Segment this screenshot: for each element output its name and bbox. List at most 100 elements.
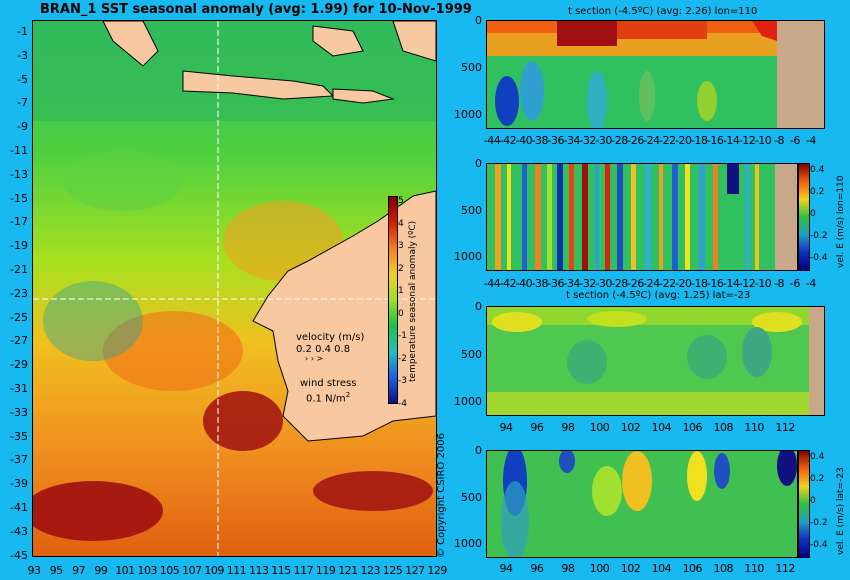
panel2-graphic <box>487 164 797 270</box>
sst-colorbar-tick: -4 <box>398 398 407 409</box>
map-lon-tick: 107 <box>182 564 202 577</box>
panel1-x-tick: -40 <box>515 134 533 147</box>
panel1-x-tick: -4 <box>805 134 816 147</box>
panel4-side-label: vel. E (m/s) lat=-23 <box>836 467 846 555</box>
panel4-colorbar-tick: -0.2 <box>810 518 828 528</box>
panel4-y-tick: 0 <box>475 444 482 457</box>
velocity-legend-label: velocity (m/s) <box>296 332 365 343</box>
panel2-colorbar-tick: -0.2 <box>810 231 828 241</box>
panel1-x-tick: -28 <box>611 134 628 147</box>
panel4-colorbar-tick: 0.4 <box>810 452 825 462</box>
map-lon-tick: 99 <box>94 564 108 577</box>
wind-legend-scale: 0.1 N/m2 <box>306 391 350 404</box>
panel1-x-tick: -24 <box>643 134 660 147</box>
map-lat-tick: -23 <box>10 286 28 300</box>
panel2-x-tick: -32 <box>579 277 596 290</box>
map-lat-tick: -3 <box>17 48 28 62</box>
panel2-x-tick: -44 <box>483 277 501 290</box>
panel3-x-tick: 102 <box>620 421 641 434</box>
panel2-colorbar-tick: -0.4 <box>810 253 828 263</box>
panel1-x-tick: -14 <box>722 134 740 147</box>
panel4-x-tick: 108 <box>713 562 733 575</box>
sst-colorbar-tick: 4 <box>398 218 404 229</box>
map-title: BRAN_1 SST seasonal anomaly (avg: 1.99) … <box>40 2 472 17</box>
panel4-x-tick: 104 <box>651 562 672 575</box>
panel2-x-tick: -10 <box>754 277 772 290</box>
panel3-x-tick: 112 <box>775 421 795 434</box>
map-lat-tick: -21 <box>10 263 28 276</box>
map-lat-tick: -17 <box>10 215 28 229</box>
wind-legend-label: wind stress <box>300 378 357 389</box>
panel4-colorbar-tick: 0 <box>810 496 816 506</box>
panel1-y-tick: 500 <box>461 61 482 75</box>
panel1-x-tick: -30 <box>595 134 612 147</box>
panel1-x-tick: -6 <box>789 134 800 147</box>
panel2-x-tick: -24 <box>643 277 660 290</box>
panel3-t-section-lat-23[interactable] <box>486 306 825 416</box>
panel1-t-section-lon110[interactable] <box>486 20 825 129</box>
map-lon-tick: 95 <box>49 564 64 577</box>
panel1-y-tick: 0 <box>475 14 482 27</box>
panel2-colorbar-tick: 0 <box>810 209 816 219</box>
velocity-legend-scale: 0.2 0.4 0.8 <box>296 344 351 355</box>
panel2-x-tick: -4 <box>805 277 816 290</box>
panel1-x-tick: -26 <box>627 134 644 147</box>
panel4-vel-section-lat-23[interactable] <box>486 450 798 558</box>
panel2-x-tick: -12 <box>738 277 756 290</box>
map-lon-tick: 125 <box>382 564 403 577</box>
map-lon-tick: 101 <box>115 564 135 577</box>
panel2-colorbar-tick: 0.4 <box>810 165 825 175</box>
panel2-x-tick: -28 <box>611 277 628 290</box>
panel2-x-tick: -6 <box>789 277 800 290</box>
panel2-x-tick: -40 <box>515 277 533 290</box>
panel4-x-tick: 112 <box>775 562 795 575</box>
panel4-y-tick: 1000 <box>454 537 482 551</box>
panel1-x-tick: -22 <box>659 134 676 147</box>
panel4-x-tick: 100 <box>589 562 610 575</box>
sst-map-graphic <box>33 21 436 556</box>
map-lat-tick: -31 <box>10 382 28 395</box>
sst-colorbar-tick: -2 <box>398 353 407 364</box>
map-lon-tick: 115 <box>271 564 291 577</box>
panel3-y-tick: 500 <box>461 347 482 361</box>
sst-colorbar <box>388 196 398 404</box>
panel2-x-tick: -20 <box>675 277 692 290</box>
panel1-x-tick: -18 <box>691 134 708 147</box>
panel2-y-tick: 0 <box>475 157 482 170</box>
map-lat-tick: -41 <box>10 501 28 514</box>
map-lat-tick: -27 <box>10 334 28 348</box>
panel3-title: t section (-4.5ºC) (avg: 1.25) lat=-23 <box>566 290 751 301</box>
map-lon-tick: 113 <box>249 564 269 577</box>
panel4-x-tick: 102 <box>620 562 641 575</box>
map-lon-tick: 111 <box>226 564 247 577</box>
panel2-x-tick: -22 <box>659 277 676 290</box>
map-lat-tick: -33 <box>10 405 28 419</box>
panel3-x-tick: 110 <box>744 421 764 434</box>
map-lat-tick: -19 <box>10 239 28 253</box>
map-lat-tick: -9 <box>17 120 28 134</box>
panel3-x-tick: 108 <box>713 421 733 434</box>
map-lat-tick: -29 <box>10 358 28 372</box>
panel3-x-tick: 94 <box>499 421 514 434</box>
panel1-graphic <box>487 21 824 128</box>
panel4-graphic <box>487 451 797 557</box>
map-lon-tick: 129 <box>427 564 447 577</box>
panel2-colorbar <box>798 163 810 271</box>
panel2-vel-section-lon110[interactable] <box>486 163 798 271</box>
map-lat-tick: -11 <box>10 144 28 157</box>
panel2-x-tick: -26 <box>627 277 644 290</box>
panel1-x-tick: -20 <box>675 134 692 147</box>
map-lon-tick: 109 <box>204 564 224 577</box>
panel2-x-tick: -42 <box>499 277 517 290</box>
panel1-x-tick: -38 <box>531 134 549 147</box>
sst-colorbar-tick: 5 <box>398 196 404 206</box>
map-lon-tick: 121 <box>338 564 358 577</box>
panel2-colorbar-tick: 0.2 <box>810 187 825 197</box>
sst-map[interactable] <box>32 20 437 557</box>
panel2-x-tick: -36 <box>547 277 565 290</box>
panel1-y-tick: 1000 <box>454 108 482 122</box>
sst-colorbar-tick: 1 <box>398 286 404 296</box>
panel2-y-tick: 500 <box>461 203 482 217</box>
map-lon-tick: 97 <box>72 564 86 577</box>
panel2-x-tick: -16 <box>706 277 724 290</box>
